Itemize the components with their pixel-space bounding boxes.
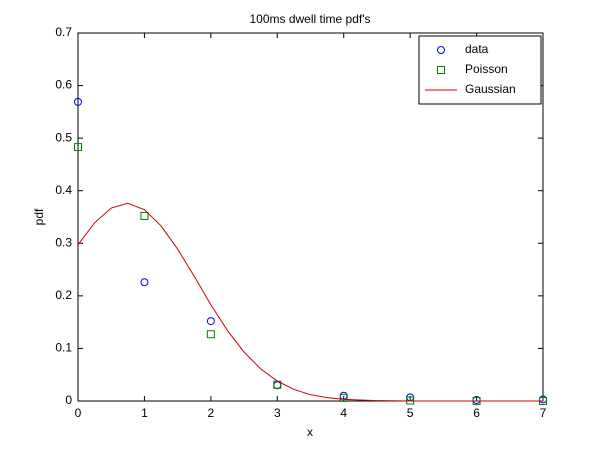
- x-tick-label: 5: [407, 406, 414, 420]
- x-tick-label: 7: [540, 406, 547, 420]
- legend-label: data: [465, 42, 489, 56]
- data-point: [140, 211, 149, 220]
- data-point: [206, 317, 215, 326]
- data-point: [140, 278, 149, 287]
- x-tick-label: 6: [473, 406, 480, 420]
- x-tick-label: 3: [274, 406, 281, 420]
- y-tick-label: 0.3: [55, 235, 72, 249]
- legend-label: Poisson: [465, 62, 508, 76]
- x-tick-label: 2: [208, 406, 215, 420]
- x-axis-label: x: [307, 425, 313, 439]
- data-point: [74, 97, 82, 106]
- x-tick-label: 1: [141, 406, 148, 420]
- data-point: [206, 330, 215, 339]
- data-point: [339, 393, 348, 402]
- y-tick-label: 0.4: [55, 183, 72, 197]
- y-tick-label: 0: [65, 393, 72, 407]
- y-tick-label: 0.1: [55, 341, 72, 355]
- x-tick-label: 0: [75, 406, 82, 420]
- data-point: [74, 143, 82, 152]
- y-tick-label: 0.5: [55, 130, 72, 144]
- legend-marker: [437, 66, 445, 74]
- chart-title: 100ms dwell time pdf's: [249, 12, 370, 26]
- data-line: [77, 202, 543, 402]
- x-tick-label: 4: [340, 406, 347, 420]
- y-tick-label: 0.7: [55, 25, 72, 39]
- y-axis-label: pdf: [32, 208, 46, 225]
- legend-marker: [437, 46, 445, 54]
- y-tick-label: 0.6: [55, 78, 72, 92]
- legend-label: Gaussian: [465, 82, 516, 96]
- y-tick-label: 0.2: [55, 288, 72, 302]
